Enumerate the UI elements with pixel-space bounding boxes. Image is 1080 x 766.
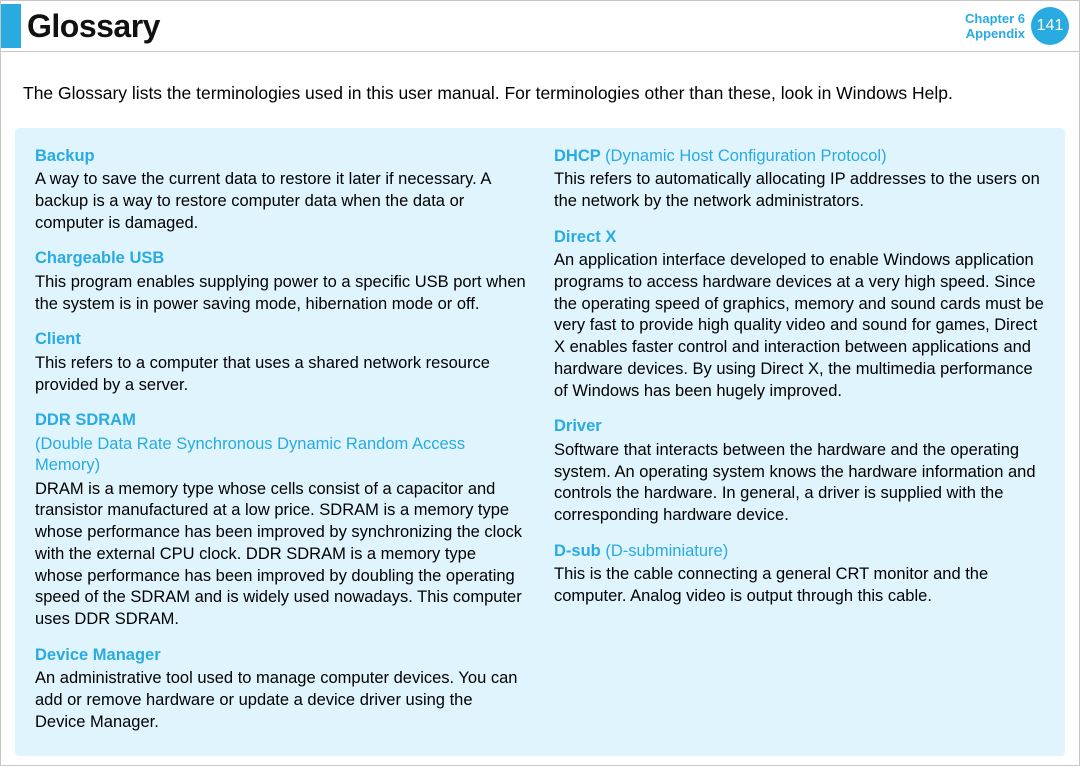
def-backup: A way to save the current data to restor… [35, 169, 526, 234]
def-driver: Software that interacts between the hard… [554, 440, 1045, 527]
accent-strip [1, 4, 21, 48]
term-device-manager: Device Manager [35, 645, 526, 666]
term-dsub: D-sub (D-subminiature) [554, 541, 1045, 562]
def-dsub: This is the cable connecting a general C… [554, 564, 1045, 608]
def-directx: An application interface developed to en… [554, 250, 1045, 402]
columns: Backup A way to save the current data to… [35, 146, 1045, 734]
sub-dhcp: (Dynamic Host Configuration Protocol) [605, 147, 887, 165]
intro-text: The Glossary lists the terminologies use… [1, 52, 1079, 118]
right-column: DHCP (Dynamic Host Configuration Protoco… [554, 146, 1045, 734]
term-directx: Direct X [554, 227, 1045, 248]
glossary-box: Backup A way to save the current data to… [15, 128, 1065, 756]
chapter-line-2: Appendix [965, 26, 1025, 41]
def-device-manager: An administrative tool used to manage co… [35, 668, 526, 733]
term-chargeable-usb: Chargeable USB [35, 248, 526, 269]
term-backup: Backup [35, 146, 526, 167]
chapter-line-1: Chapter 6 [965, 11, 1025, 26]
left-column: Backup A way to save the current data to… [35, 146, 526, 734]
term-dhcp-label: DHCP [554, 147, 600, 165]
sub-dsub: (D-subminiature) [605, 542, 728, 560]
term-dhcp: DHCP (Dynamic Host Configuration Protoco… [554, 146, 1045, 167]
term-dsub-label: D-sub [554, 542, 601, 560]
term-client: Client [35, 329, 526, 350]
chapter-text: Chapter 6 Appendix [965, 11, 1025, 41]
chapter-block: Chapter 6 Appendix 141 [965, 7, 1079, 45]
term-driver: Driver [554, 416, 1045, 437]
def-chargeable-usb: This program enables supplying power to … [35, 272, 526, 316]
term-ddr-sdram: DDR SDRAM [35, 410, 526, 431]
def-dhcp: This refers to automatically allocating … [554, 169, 1045, 213]
def-client: This refers to a computer that uses a sh… [35, 353, 526, 397]
def-ddr-sdram: DRAM is a memory type whose cells consis… [35, 479, 526, 631]
sub-ddr-sdram: (Double Data Rate Synchronous Dynamic Ra… [35, 434, 526, 477]
page-number-badge: 141 [1031, 7, 1069, 45]
page-title: Glossary [27, 8, 160, 45]
header: Glossary Chapter 6 Appendix 141 [1, 1, 1079, 51]
page: Glossary Chapter 6 Appendix 141 The Glos… [0, 0, 1080, 766]
